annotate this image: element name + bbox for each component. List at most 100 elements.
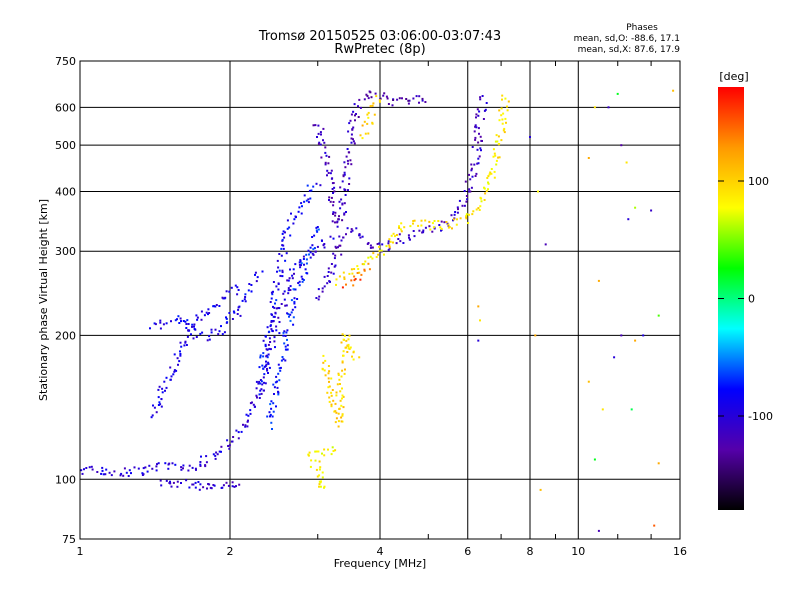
data-point	[343, 173, 346, 176]
data-point	[286, 329, 289, 332]
y-tick-label: 750	[55, 55, 76, 68]
data-point	[141, 472, 144, 475]
data-point	[169, 366, 172, 369]
y-tick-label: 200	[55, 329, 76, 342]
data-point	[492, 148, 495, 151]
data-point	[494, 154, 497, 157]
data-point	[672, 89, 675, 92]
data-point	[341, 333, 344, 336]
data-point	[361, 137, 364, 140]
data-point	[273, 393, 275, 395]
data-point	[381, 243, 384, 246]
data-point	[119, 474, 122, 477]
data-point	[468, 213, 470, 216]
data-point	[228, 290, 231, 293]
data-point	[185, 479, 188, 482]
data-point	[392, 241, 394, 244]
data-point	[497, 156, 500, 159]
data-point	[110, 474, 113, 477]
data-point	[327, 377, 330, 380]
data-point	[468, 190, 471, 193]
data-point	[327, 271, 330, 273]
data-point	[159, 327, 162, 330]
data-point	[484, 192, 487, 195]
data-point	[263, 389, 265, 392]
data-point	[341, 414, 344, 417]
data-point	[380, 249, 383, 252]
data-point	[191, 466, 194, 469]
data-point	[418, 229, 421, 232]
data-point	[341, 203, 344, 206]
data-point	[284, 231, 286, 234]
data-point	[544, 243, 547, 246]
data-point	[383, 92, 386, 95]
data-point	[293, 300, 296, 303]
data-point	[316, 136, 318, 138]
data-point	[428, 220, 431, 223]
data-point	[291, 277, 294, 280]
data-point	[163, 380, 166, 383]
data-point	[341, 361, 344, 364]
data-point	[354, 278, 357, 280]
data-point	[169, 480, 171, 483]
data-point	[467, 222, 470, 224]
data-point	[317, 288, 320, 291]
data-point	[355, 113, 357, 115]
data-point	[283, 298, 286, 301]
data-point	[254, 271, 257, 274]
data-point	[478, 209, 481, 211]
data-point	[285, 252, 288, 255]
data-point	[280, 303, 283, 305]
data-point	[312, 185, 315, 188]
data-point	[356, 272, 359, 274]
data-point	[295, 216, 297, 219]
data-point	[225, 290, 228, 293]
data-point	[386, 97, 389, 100]
data-point	[347, 343, 350, 346]
data-point	[263, 373, 266, 376]
data-point	[334, 410, 337, 413]
data-point	[336, 220, 339, 223]
data-point	[357, 268, 360, 270]
data-point	[155, 411, 158, 414]
data-point	[296, 298, 299, 300]
data-point	[130, 472, 132, 475]
data-point	[479, 319, 481, 322]
data-point	[153, 322, 156, 325]
data-point	[421, 97, 424, 100]
data-point	[337, 246, 339, 249]
data-point	[315, 468, 318, 471]
data-point	[377, 253, 380, 256]
data-point	[165, 322, 168, 325]
data-point	[267, 362, 270, 365]
data-point	[335, 394, 338, 397]
data-point	[161, 391, 164, 394]
data-point	[245, 413, 248, 416]
data-point	[483, 199, 486, 201]
data-point	[529, 136, 531, 138]
data-point	[453, 213, 456, 216]
data-point	[345, 339, 348, 342]
data-point	[265, 363, 268, 366]
data-point	[225, 316, 227, 319]
data-point	[237, 308, 240, 311]
data-point	[465, 217, 468, 220]
data-point	[483, 187, 486, 190]
data-point	[243, 298, 246, 301]
data-point	[371, 104, 374, 107]
data-point	[287, 287, 290, 290]
data-point	[494, 140, 497, 143]
data-point	[378, 245, 381, 248]
data-point	[334, 421, 337, 424]
data-point	[506, 109, 509, 112]
data-point	[160, 398, 163, 401]
data-point	[252, 403, 255, 406]
data-point	[292, 288, 295, 291]
data-point	[336, 225, 339, 228]
data-point	[378, 100, 381, 103]
data-point	[249, 409, 252, 412]
data-point	[205, 455, 208, 458]
data-point	[501, 122, 504, 125]
data-point	[315, 229, 318, 232]
data-point	[177, 363, 179, 366]
